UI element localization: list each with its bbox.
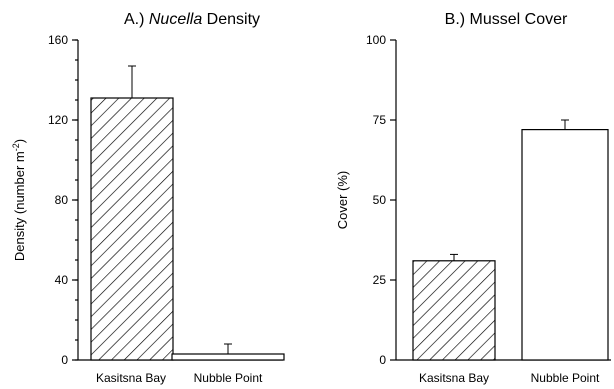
panel-a-y-tick-label: 80 xyxy=(55,193,69,207)
panel-a-bar xyxy=(90,97,174,361)
panel-a-title: A.) Nucella Density xyxy=(124,11,260,28)
panel-b-bar xyxy=(412,260,496,361)
panel-a-category-label: Nubble Point xyxy=(194,371,263,385)
panel-b-bars xyxy=(412,119,609,361)
panel-b-bar xyxy=(521,129,609,361)
panel-a-y-tick-label: 160 xyxy=(48,33,68,47)
panel-a-y-tick-label: 40 xyxy=(55,273,69,287)
panel-a-bar xyxy=(171,353,285,361)
panel-a-bars xyxy=(90,65,285,361)
panel-a-category-label: Kasitsna Bay xyxy=(96,371,166,385)
panel-b-y-tick-label: 75 xyxy=(373,113,387,127)
panel-a-ticks: 0 40 80 120 160 xyxy=(48,33,78,367)
panel-a-y-tick-label: 120 xyxy=(48,113,68,127)
panel-b-y-tick-label: 25 xyxy=(373,273,387,287)
panel-b: B.) Mussel Cover Cover (%) 0 25 50 75 100 Ka… xyxy=(335,11,611,385)
panel-b-y-tick-label: 0 xyxy=(379,353,386,367)
panel-a-y-tick-label: 0 xyxy=(61,353,68,367)
panel-a-y-axis-label: Density (number m-2) xyxy=(11,139,27,261)
panel-b-category-label: Kasitsna Bay xyxy=(419,371,489,385)
panel-b-title: B.) Mussel Cover xyxy=(445,11,568,28)
panel-b-y-tick-label: 50 xyxy=(373,193,387,207)
panel-a: A.) Nucella Density Density (number m-2)… xyxy=(11,11,285,385)
panel-b-category-label: Nubble Point xyxy=(531,371,600,385)
panel-b-y-axis-label: Cover (%) xyxy=(335,171,350,230)
panel-b-ticks: 0 25 50 75 100 xyxy=(366,33,396,367)
panel-b-y-tick-label: 100 xyxy=(366,33,386,47)
